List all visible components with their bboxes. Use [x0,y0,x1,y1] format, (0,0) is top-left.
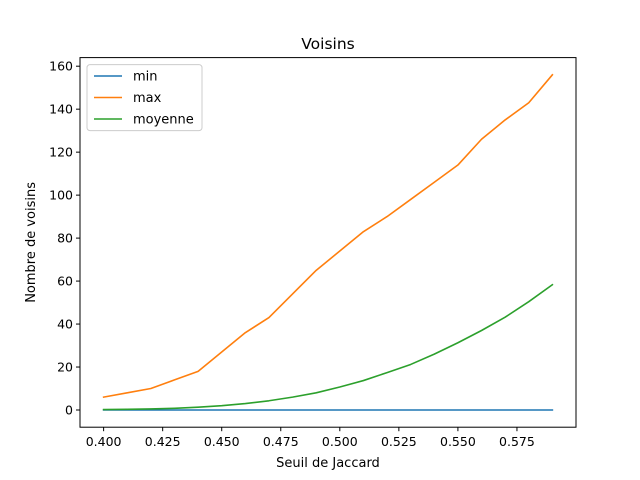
y-tick-label: 160 [49,59,73,74]
legend: min max moyenne [86,64,203,132]
x-axis: 0.400 0.425 0.450 0.475 0.500 0.525 0.550 0.575 [86,427,535,449]
legend-label-max: max [133,91,162,106]
x-tick-label: 0.550 [440,434,476,449]
plot-frame [79,57,577,428]
plot-area [102,73,554,411]
y-tick-label: 40 [57,317,73,332]
y-tick-label: 80 [57,231,73,246]
series-line-max [102,73,554,399]
y-tick-label: 140 [49,102,73,117]
x-tick-label: 0.525 [381,434,417,449]
x-tick-label: 0.400 [86,434,122,449]
x-tick-label: 0.575 [499,434,535,449]
y-tick-label: 120 [49,145,73,160]
y-tick-label: 0 [65,403,73,418]
x-tick-label: 0.425 [145,434,181,449]
y-tick-label: 100 [49,188,73,203]
legend-label-moyenne: moyenne [133,113,194,128]
x-tick-label: 0.475 [263,434,299,449]
y-axis-label: Nombre de voisins [24,182,39,303]
legend-label-min: min [133,70,158,85]
y-tick-label: 20 [57,360,73,375]
x-tick-label: 0.450 [204,434,240,449]
y-tick-label: 60 [57,274,73,289]
x-axis-label: Seuil de Jaccard [276,456,380,471]
y-axis: 0 20 40 60 80 100 120 140 160 [49,59,80,418]
series-line-moyenne [102,283,554,411]
chart-title: Voisins [301,35,354,53]
x-tick-label: 0.500 [322,434,358,449]
legend-box [86,64,203,132]
